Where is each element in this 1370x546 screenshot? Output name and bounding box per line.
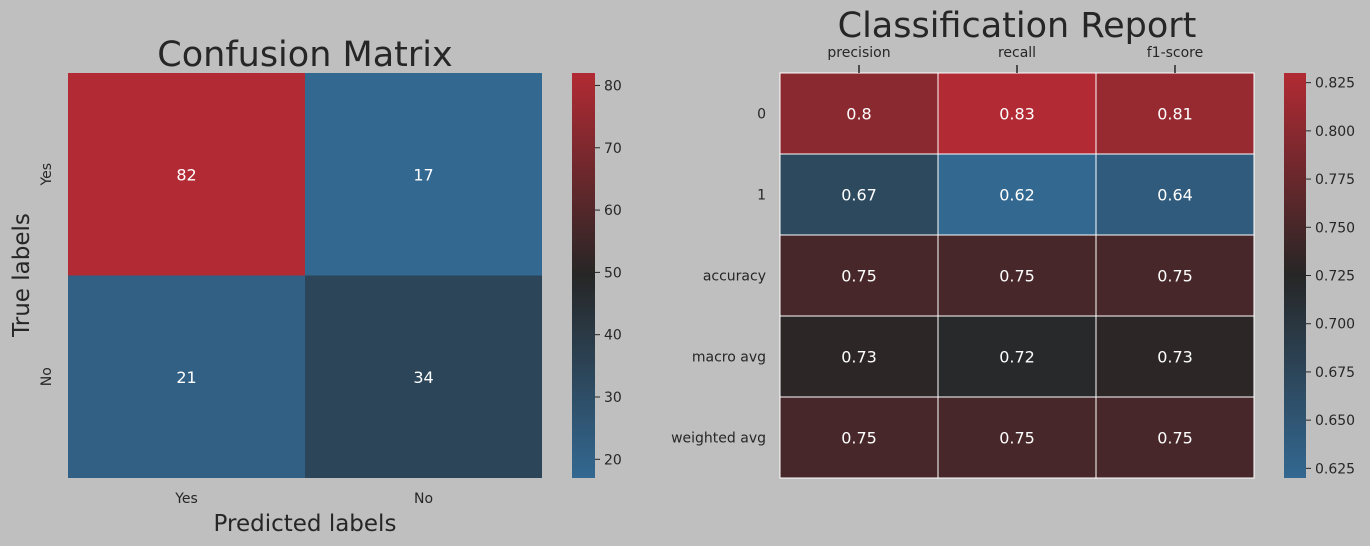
- classification-report-colorbar-tick-label: 0.725: [1315, 269, 1355, 285]
- classification-report-colorbar-tick-label: 0.675: [1315, 365, 1355, 381]
- confusion-matrix-colorbar-tick-label: 40: [604, 328, 622, 344]
- classification-report-colorbar-tick-label: 0.700: [1315, 317, 1355, 333]
- confusion-matrix-cell-value: 34: [413, 368, 433, 387]
- classification-report-cell-value: 0.73: [1157, 348, 1193, 367]
- classification-report-title: Classification Report: [838, 6, 1197, 46]
- classification-report-cells: 0.8 0.83 0.81 0.67 0.62 0.64 0.75 0.75 0.75 0.73 0…: [779, 72, 1255, 479]
- confusion-matrix-y-ticks: Yes No: [39, 163, 55, 386]
- classification-report-x-tick-label: f1-score: [1147, 45, 1204, 61]
- classification-report-colorbar-ticks: 0.625 0.650 0.675 0.700 0.725 0.750 0.775 0.800…: [1306, 76, 1355, 477]
- classification-report-cell: [937, 72, 1097, 155]
- classification-report-colorbar-tick-label: 0.825: [1315, 76, 1355, 92]
- confusion-matrix-title: Confusion Matrix: [157, 35, 452, 75]
- classification-report-cell: [1095, 315, 1255, 398]
- classification-report-cell-value: 0.83: [999, 105, 1035, 124]
- confusion-matrix-y-axis-label: True labels: [9, 213, 35, 338]
- classification-report-cell: [937, 153, 1097, 236]
- confusion-matrix-colorbar: [572, 73, 595, 478]
- confusion-matrix-x-tick-label: Yes: [174, 491, 198, 507]
- classification-report-cell-value: 0.75: [841, 429, 877, 448]
- classification-report-y-tick-label: weighted avg: [671, 431, 766, 447]
- classification-report-cell: [779, 315, 939, 398]
- confusion-matrix-cell: [305, 275, 542, 478]
- classification-report-cell-value: 0.73: [841, 348, 877, 367]
- classification-report-colorbar-tick-label: 0.650: [1315, 413, 1355, 429]
- classification-report-x-tick-label: recall: [998, 45, 1036, 61]
- confusion-matrix-colorbar-tick-label: 80: [604, 78, 622, 94]
- classification-report-cell-value: 0.75: [841, 267, 877, 286]
- classification-report-colorbar-tick-label: 0.750: [1315, 220, 1355, 236]
- confusion-matrix-cell-value: 17: [413, 165, 433, 184]
- classification-report-cell-value: 0.75: [1157, 429, 1193, 448]
- classification-report-y-tick-label: 1: [757, 188, 766, 204]
- classification-report-cell: [779, 153, 939, 236]
- confusion-matrix-colorbar-tick-label: 30: [604, 390, 622, 406]
- confusion-matrix-cell: [305, 73, 542, 276]
- classification-report-y-tick-label: 0: [757, 107, 766, 123]
- confusion-matrix-cell: [68, 73, 305, 276]
- classification-report-cell: [937, 396, 1097, 479]
- classification-report-cell-value: 0.75: [1157, 267, 1193, 286]
- classification-report-cell-value: 0.75: [999, 429, 1035, 448]
- confusion-matrix-cell: [68, 275, 305, 478]
- confusion-matrix-x-tick-label: No: [414, 491, 433, 507]
- confusion-matrix-y-tick-label: No: [39, 367, 55, 386]
- classification-report-y-tick-label: accuracy: [703, 269, 766, 285]
- classification-report-y-tick-label: macro avg: [692, 350, 766, 366]
- classification-report-cell-value: 0.8: [846, 105, 871, 124]
- confusion-matrix-cell-value: 21: [176, 368, 196, 387]
- confusion-matrix-colorbar-tick-label: 70: [604, 141, 622, 157]
- confusion-matrix-cell-value: 82: [176, 165, 196, 184]
- confusion-matrix-colorbar-tick-label: 60: [604, 203, 622, 219]
- confusion-matrix-colorbar-tick-label: 20: [604, 452, 622, 468]
- classification-report-cell: [779, 234, 939, 317]
- classification-report-colorbar-tick-label: 0.775: [1315, 172, 1355, 188]
- classification-report-cell-value: 0.81: [1157, 105, 1193, 124]
- confusion-matrix-x-axis-label: Predicted labels: [214, 511, 397, 537]
- classification-report-cell: [1095, 234, 1255, 317]
- confusion-matrix-colorbar-tick-label: 50: [604, 265, 622, 281]
- classification-report-cell-value: 0.72: [999, 348, 1035, 367]
- classification-report-panel: Classification Report 0.8 0.83 0.81 0.67 0.6…: [671, 6, 1355, 479]
- confusion-matrix-x-ticks: Yes No: [174, 491, 433, 507]
- confusion-matrix-colorbar-ticks: 20 30 40 50 60 70 80: [595, 78, 622, 468]
- confusion-matrix-panel: Confusion Matrix 82 17 21 34 Yes No Yes No Pr…: [9, 35, 622, 537]
- classification-report-cell-value: 0.75: [999, 267, 1035, 286]
- classification-report-cell: [1095, 72, 1255, 155]
- classification-report-colorbar: [1284, 73, 1306, 478]
- confusion-matrix-y-tick-label: Yes: [39, 163, 55, 187]
- classification-report-cell-value: 0.62: [999, 186, 1035, 205]
- classification-report-cell-value: 0.64: [1157, 186, 1193, 205]
- confusion-matrix-cells: 82 17 21 34: [68, 73, 542, 478]
- classification-report-colorbar-tick-label: 0.625: [1315, 461, 1355, 477]
- classification-report-colorbar-tick-label: 0.800: [1315, 124, 1355, 140]
- classification-report-y-ticks: 0 1 accuracy macro avg weighted avg: [671, 107, 766, 447]
- classification-report-cell: [937, 234, 1097, 317]
- classification-report-cell: [1095, 396, 1255, 479]
- classification-report-x-ticks: precision recall f1-score: [827, 45, 1203, 73]
- classification-report-cell-value: 0.67: [841, 186, 877, 205]
- classification-report-x-tick-label: precision: [827, 45, 890, 61]
- classification-report-cell: [937, 315, 1097, 398]
